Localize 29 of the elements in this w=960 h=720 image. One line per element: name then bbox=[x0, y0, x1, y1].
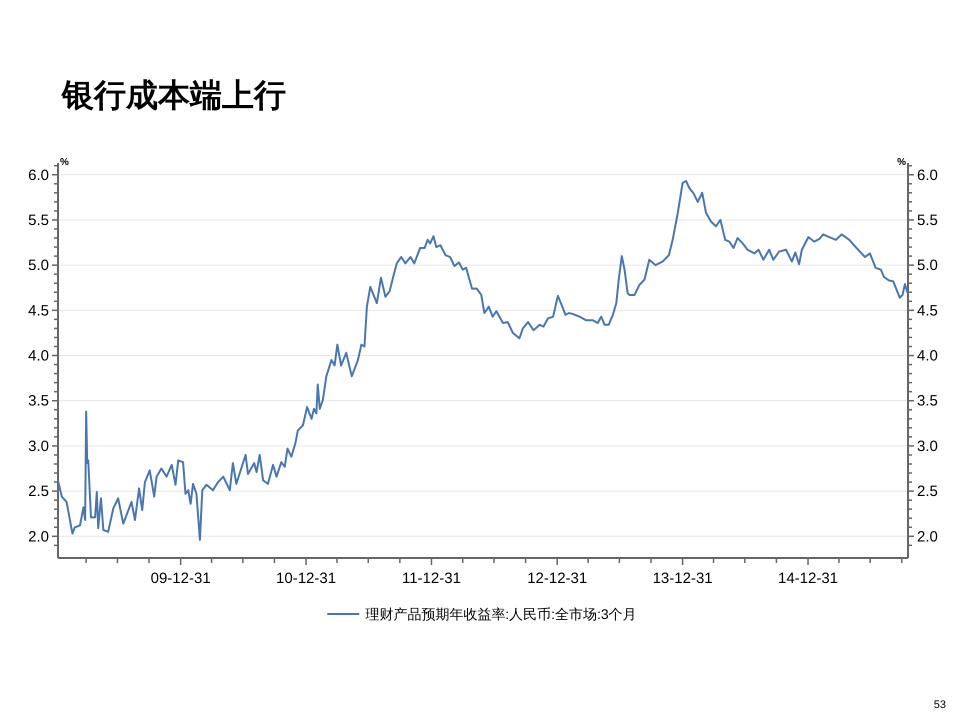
y2-axis-title: % bbox=[897, 157, 906, 168]
y2-tick-label: 3.5 bbox=[917, 392, 938, 410]
x-tick-label: 14-12-31 bbox=[778, 570, 838, 587]
x-tick-label: 10-12-31 bbox=[276, 570, 336, 587]
y-tick-label: 4.0 bbox=[28, 348, 49, 365]
x-tick-label: 11-12-31 bbox=[402, 570, 461, 587]
y2-tick-label: 6.0 bbox=[917, 166, 938, 184]
y-axis-title: % bbox=[60, 157, 69, 168]
y2-tick-label: 2.0 bbox=[917, 528, 938, 546]
y-tick-label: 3.5 bbox=[28, 392, 49, 410]
y-tick-label: 4.5 bbox=[28, 302, 49, 320]
y-tick-label: 2.5 bbox=[28, 483, 49, 500]
y2-tick-label: 4.5 bbox=[917, 302, 938, 320]
y-tick-label: 5.5 bbox=[28, 212, 49, 229]
x-tick-label: 13-12-31 bbox=[652, 570, 713, 587]
y2-tick-label: 3.0 bbox=[917, 438, 938, 455]
y2-tick-label: 2.5 bbox=[917, 483, 938, 500]
annotation: 53 bbox=[934, 699, 946, 711]
x-tick-label: 12-12-31 bbox=[527, 570, 588, 587]
y-tick-label: 6.0 bbox=[28, 166, 49, 184]
chart-title: 银行成本端上行 bbox=[60, 76, 286, 114]
y-tick-label: 2.0 bbox=[28, 528, 49, 546]
y2-tick-label: 5.5 bbox=[917, 212, 938, 229]
legend: 理财产品预期年收益率:人民币:全市场:3个月 bbox=[327, 606, 637, 622]
y2-tick-label: 4.0 bbox=[917, 348, 938, 365]
x-tick-label: 09-12-31 bbox=[150, 570, 211, 587]
y-tick-label: 5.0 bbox=[28, 257, 49, 274]
y-tick-label: 3.0 bbox=[28, 438, 49, 455]
y2-tick-label: 5.0 bbox=[917, 257, 938, 274]
